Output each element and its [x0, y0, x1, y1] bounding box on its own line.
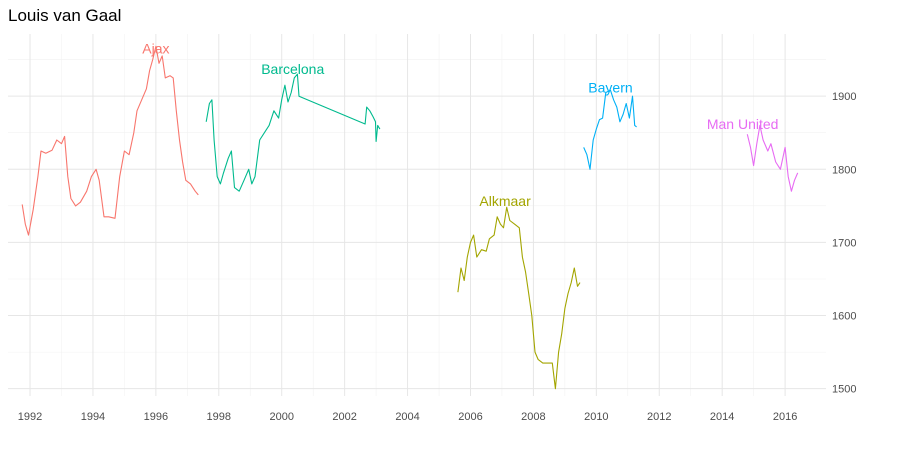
- x-tick-label: 2006: [458, 411, 482, 423]
- x-tick-label: 1998: [207, 411, 231, 423]
- y-tick-label: 1700: [832, 237, 856, 249]
- x-tick-label: 1996: [144, 411, 168, 423]
- y-tick-label: 1500: [832, 384, 856, 396]
- series-line-barcelona: [205, 73, 381, 192]
- x-tick-label: 1994: [81, 411, 105, 423]
- series-line-bayern: [583, 89, 637, 170]
- y-tick-label: 1800: [832, 164, 856, 176]
- x-tick-label: 2016: [773, 411, 797, 423]
- series-label-ajax: Ajax: [142, 41, 169, 57]
- x-tick-label: 2012: [647, 411, 671, 423]
- x-tick-label: 2002: [332, 411, 356, 423]
- x-tick-label: 2000: [269, 411, 293, 423]
- series-label-man-united: Man United: [707, 116, 779, 132]
- y-tick-label: 1900: [832, 91, 856, 103]
- series-label-bayern: Bayern: [588, 80, 632, 96]
- series-label-alkmaar: Alkmaar: [479, 193, 531, 209]
- series-label-barcelona: Barcelona: [261, 61, 324, 77]
- x-tick-label: 1992: [18, 411, 42, 423]
- x-tick-label: 2010: [584, 411, 608, 423]
- series-line-alkmaar: [457, 206, 581, 390]
- x-tick-label: 2014: [710, 411, 734, 423]
- series-line-ajax: [21, 45, 199, 236]
- series-line-man-united: [746, 124, 799, 192]
- chart-title: Louis van Gaal: [8, 6, 122, 25]
- x-tick-label: 2008: [521, 411, 545, 423]
- y-tick-label: 1600: [832, 311, 856, 323]
- x-tick-label: 2004: [395, 411, 419, 423]
